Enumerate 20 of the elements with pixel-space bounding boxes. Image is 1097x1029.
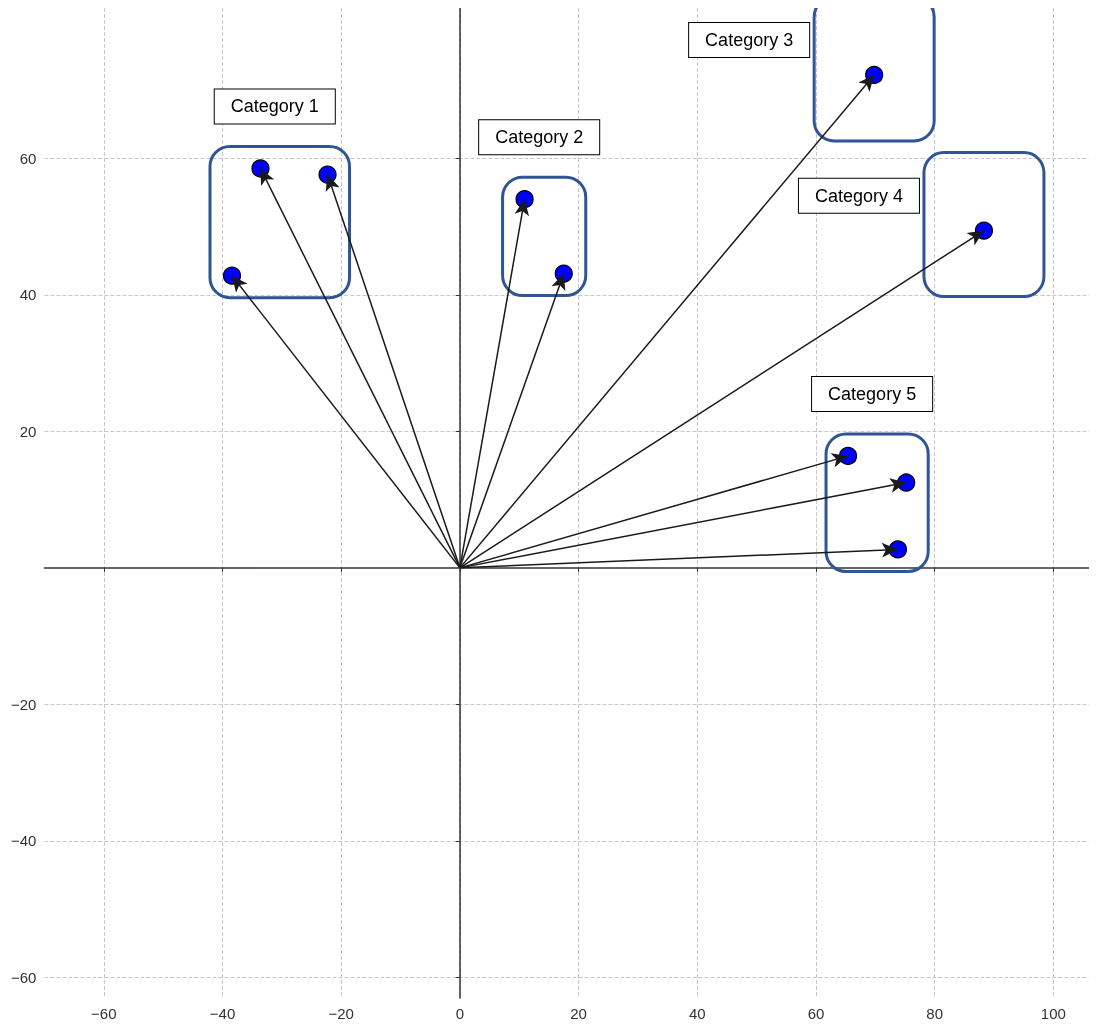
text: Category 5	[828, 383, 917, 404]
y-tick-label: 20	[19, 422, 37, 440]
x-tick-label: 100	[1040, 1005, 1066, 1022]
x-tick-label: 60	[807, 1005, 825, 1022]
x-tick-label: 40	[688, 1005, 706, 1022]
y-tick-label: −40	[10, 832, 37, 850]
x-tick-label: 20	[570, 1005, 587, 1022]
y-tick-label: 40	[19, 286, 37, 304]
x-tick-label: −20	[328, 1005, 354, 1022]
x-tick-label: −40	[209, 1005, 236, 1022]
y-tick-label: −60	[10, 969, 37, 987]
text: Category 2	[495, 127, 584, 148]
text: Category 4	[814, 185, 903, 206]
text: Category 1	[230, 96, 319, 117]
x-tick-label: 0	[455, 1005, 465, 1022]
text: Category 3	[705, 30, 794, 51]
y-tick-label: 60	[19, 149, 37, 167]
x-tick-label: −60	[91, 1005, 117, 1022]
x-tick-label: 80	[926, 1005, 944, 1022]
y-tick-label: −20	[10, 695, 37, 713]
